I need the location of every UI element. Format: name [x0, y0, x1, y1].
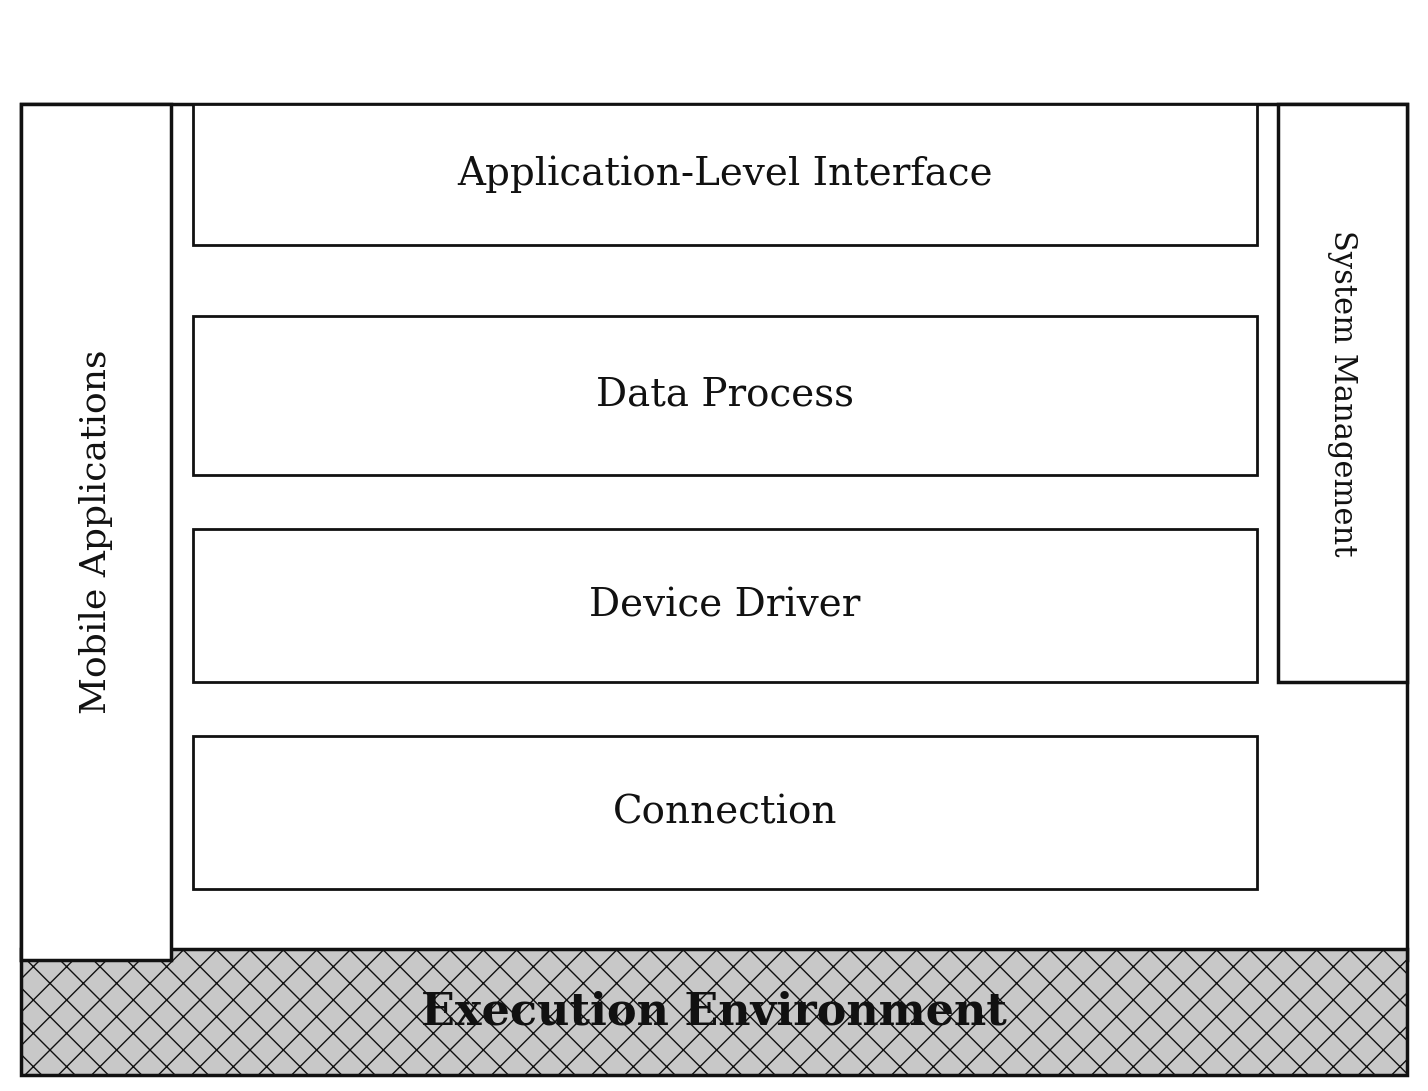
Text: Data Process: Data Process	[595, 377, 854, 413]
Bar	[193, 104, 1257, 245]
Bar	[21, 949, 1407, 1075]
Text: Execution Environment: Execution Environment	[421, 991, 1007, 1033]
Text: Device Driver: Device Driver	[588, 587, 861, 624]
Text: Connection: Connection	[613, 794, 837, 831]
Text: Mobile Applications: Mobile Applications	[80, 349, 113, 715]
Text: Application-Level Interface: Application-Level Interface	[457, 156, 992, 193]
Bar	[21, 104, 1407, 960]
Bar	[21, 104, 171, 960]
Bar	[193, 736, 1257, 889]
Bar	[193, 316, 1257, 475]
Text: System Management: System Management	[1327, 229, 1358, 556]
Bar	[193, 529, 1257, 682]
Bar	[1278, 104, 1407, 682]
